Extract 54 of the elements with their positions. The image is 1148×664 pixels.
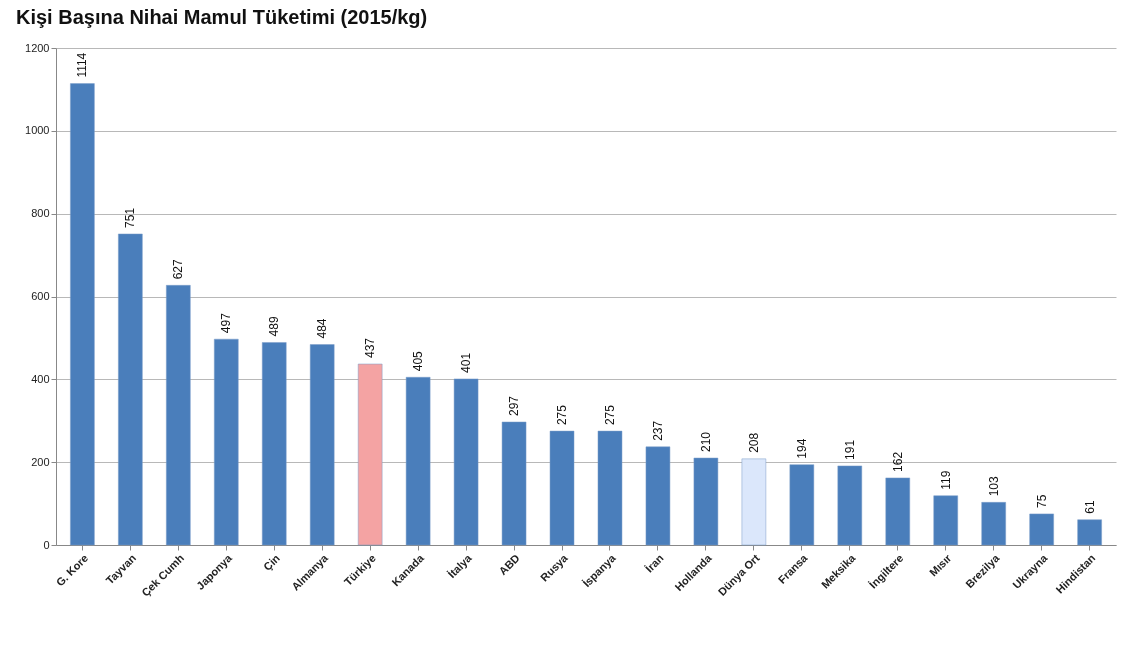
data-label: 208 [746, 432, 761, 453]
data-label: 237 [650, 420, 665, 441]
chart-title: Kişi Başına Nihai Mamul Tüketimi (2015/kg) [16, 6, 428, 28]
y-tick-label: 1000 [25, 124, 50, 137]
data-label: 275 [602, 404, 617, 426]
bar [261, 342, 287, 546]
data-label: 162 [890, 451, 905, 472]
data-label: 191 [842, 439, 857, 460]
data-label: 75 [1034, 494, 1049, 508]
bar [70, 83, 95, 546]
data-label: 489 [267, 316, 282, 337]
bar [597, 430, 623, 546]
bar [166, 285, 191, 546]
bar [981, 502, 1006, 546]
bar [453, 378, 479, 546]
data-label: 437 [363, 337, 378, 359]
bar [357, 363, 383, 546]
bar [645, 446, 671, 546]
bar [933, 495, 958, 546]
data-label: 119 [938, 470, 953, 490]
data-label: 194 [794, 438, 809, 459]
data-label: 405 [411, 350, 426, 372]
bar [214, 338, 239, 546]
y-tick-label: 0 [43, 538, 50, 551]
bar [309, 344, 335, 546]
data-label: 1114 [75, 52, 90, 78]
data-label: 61 [1082, 500, 1097, 514]
bar [837, 465, 863, 546]
y-tick-label: 800 [31, 207, 50, 220]
data-label: 103 [986, 475, 1001, 497]
bar [501, 421, 527, 546]
bar [118, 233, 143, 546]
data-label: 275 [555, 404, 570, 426]
data-label: 627 [171, 258, 186, 280]
x-tick-label: Çin [260, 551, 283, 573]
bar [789, 464, 815, 546]
y-tick-label: 600 [31, 290, 50, 302]
x-tick-label: İran [642, 551, 666, 575]
bar [693, 457, 719, 546]
data-label: 484 [315, 318, 330, 339]
data-label: 751 [123, 207, 138, 228]
bar [885, 477, 911, 546]
y-tick-label: 200 [31, 455, 50, 468]
y-tick-label: 400 [31, 372, 50, 385]
data-label: 497 [219, 312, 234, 334]
y-tick-label: 1200 [25, 41, 50, 54]
bar [405, 377, 431, 546]
data-label: 401 [459, 352, 474, 373]
bar [741, 458, 767, 546]
data-label: 297 [507, 395, 522, 416]
bar [549, 430, 575, 546]
bar [1029, 513, 1054, 546]
bar [1077, 519, 1102, 546]
data-label: 210 [698, 431, 713, 453]
